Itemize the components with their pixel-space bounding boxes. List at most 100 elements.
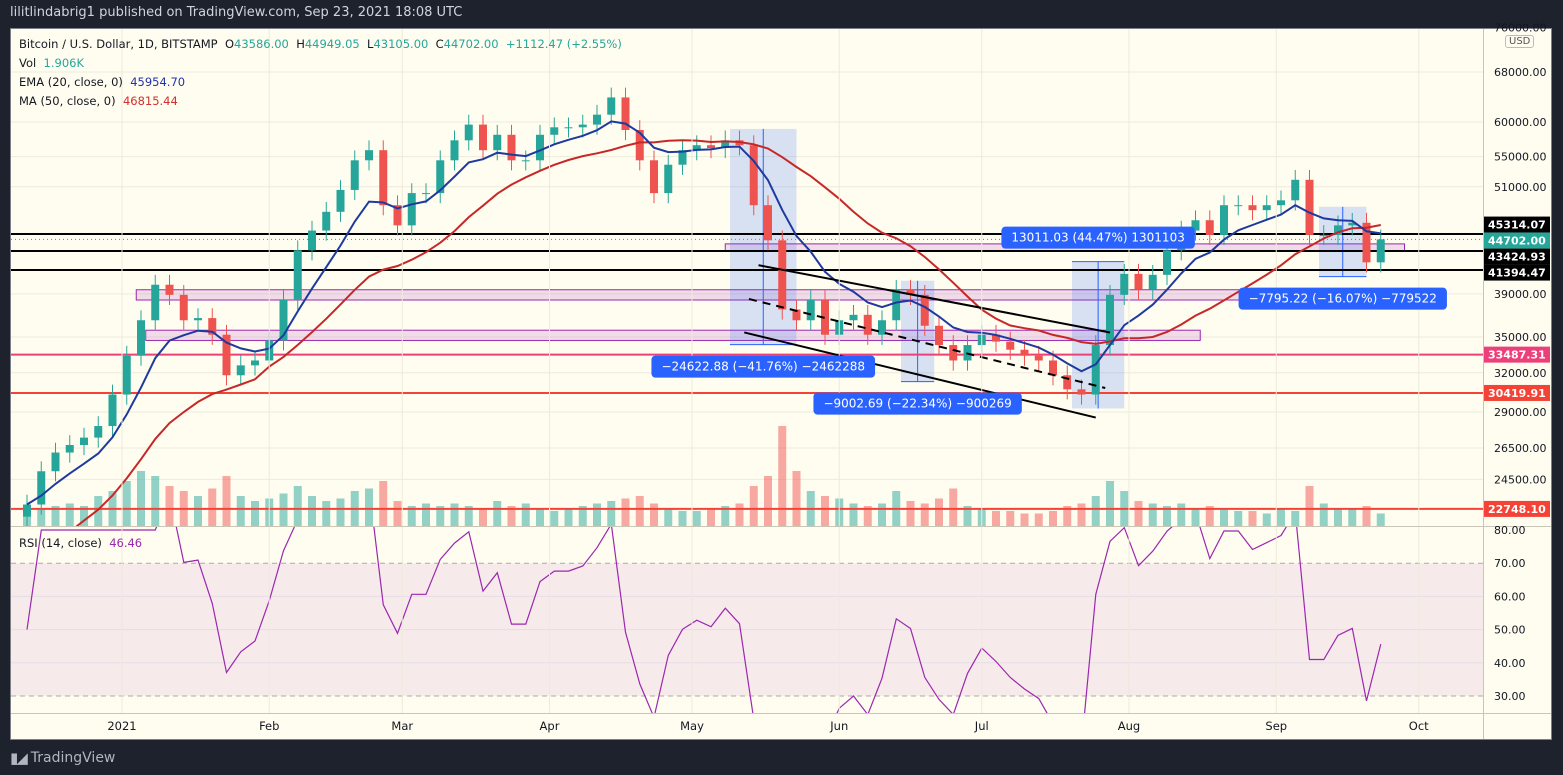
candle-body: [707, 145, 715, 149]
volume-bar: [1006, 511, 1015, 526]
volume-bar: [1049, 511, 1057, 526]
candle-body: [1191, 220, 1200, 231]
ema-row[interactable]: EMA (20, close, 0) 45954.70: [19, 75, 186, 89]
candle-body: [336, 189, 345, 212]
price-level-badge: [1484, 384, 1550, 401]
volume-bar: [122, 481, 131, 526]
measure-label-text: 13011.03 (44.47%) 1301103: [1011, 231, 1184, 245]
rsi-tick-label: 60.00: [1494, 590, 1526, 603]
volume-bar: [393, 501, 402, 526]
price-tick-label: 26500.00: [1494, 442, 1547, 455]
volume-bar: [293, 486, 302, 526]
volume-bar: [222, 476, 231, 526]
volume-bar: [821, 496, 829, 526]
volume-bar: [1163, 506, 1171, 526]
candle-body: [236, 365, 245, 376]
volume-bar: [450, 503, 459, 526]
volume-bar: [422, 503, 430, 526]
ma-row[interactable]: MA (50, close, 0) 46815.44: [19, 94, 178, 108]
measure-label-text: −7795.22 (−16.07%) −779522: [1249, 292, 1437, 306]
price-tick-label: 68000.00: [1494, 66, 1547, 79]
volume-bar: [764, 476, 772, 526]
volume-bar: [1262, 513, 1271, 526]
change-value: +1112.47 (+2.55%): [505, 37, 622, 51]
volume-bar: [1248, 511, 1257, 526]
candle-body: [1220, 205, 1228, 235]
candle-body: [935, 325, 943, 346]
time-tick-label: Aug: [1118, 719, 1140, 733]
candle-body: [821, 300, 829, 335]
ema-value: 45954.70: [130, 75, 186, 89]
time-tick-label: Sep: [1265, 719, 1287, 733]
volume-bar: [593, 503, 601, 526]
candle-body: [365, 150, 373, 161]
symbol-row: Bitcoin / U.S. Dollar, 1D, BITSTAMP O435…: [19, 37, 622, 51]
trendline: [758, 264, 1111, 334]
candle-body: [1362, 222, 1371, 263]
candle-body: [322, 211, 331, 231]
support-zone: [145, 329, 1201, 341]
volume-bar: [678, 511, 687, 526]
volume-bar: [479, 508, 487, 526]
candle-body: [1049, 360, 1057, 376]
tradingview-logo[interactable]: ▮◢ TradingView: [10, 749, 116, 767]
rsi-tick-label: 30.00: [1494, 690, 1526, 703]
volume-row[interactable]: Vol 1.906K: [19, 56, 84, 70]
volume-bar: [1277, 508, 1285, 526]
volume-bar: [878, 503, 886, 526]
volume-bar: [992, 511, 1000, 526]
volume-bar: [1106, 481, 1114, 526]
candle-body: [650, 160, 658, 194]
price-tick-label: 24500.00: [1494, 473, 1547, 486]
volume-bar: [194, 496, 202, 526]
volume-bar: [749, 486, 758, 526]
symbol-name[interactable]: Bitcoin / U.S. Dollar, 1D, BITSTAMP: [19, 37, 218, 51]
volume-bar: [664, 508, 673, 526]
candle-body: [1234, 205, 1243, 207]
price-tick-label: 55000.00: [1494, 151, 1547, 164]
volume-bar: [707, 508, 715, 526]
currency-badge[interactable]: USD: [1505, 35, 1535, 48]
volume-bar: [1291, 511, 1300, 526]
price-level-badge: [1484, 264, 1550, 281]
volume-bar: [778, 426, 787, 526]
price-tick-label: 29000.00: [1494, 406, 1547, 419]
chart-panel[interactable]: [10, 28, 1552, 740]
candle-body: [436, 160, 445, 194]
volume-bar: [721, 506, 730, 526]
close-value: 44702.00: [443, 37, 499, 51]
price-level-badge-text: 22748.10: [1488, 503, 1546, 516]
volume-bar: [1034, 513, 1043, 526]
volume-bar: [536, 508, 544, 526]
volume-bar: [407, 506, 416, 526]
candle-body: [1148, 274, 1157, 290]
volume-bar: [735, 503, 744, 526]
volume-bar: [336, 498, 345, 526]
volume-bar: [635, 496, 644, 526]
time-tick-label: Jul: [974, 719, 989, 733]
candle-body: [906, 289, 915, 295]
volume-bar: [521, 503, 530, 526]
volume-bar: [137, 471, 145, 526]
candle-body: [1034, 355, 1043, 361]
measure-label: 13011.03 (44.47%) 1301103: [1001, 226, 1195, 249]
volume-bar: [308, 496, 316, 526]
price-level-badge: [1484, 346, 1550, 363]
volume-bar: [1020, 513, 1029, 526]
candle-body: [137, 320, 145, 356]
candle-body: [607, 97, 616, 115]
price-level-badge: [1484, 216, 1550, 233]
logo-mark-icon: ▮◢: [10, 749, 28, 767]
candle-body: [350, 160, 359, 190]
rsi-legend[interactable]: RSI (14, close) 46.46: [19, 536, 143, 550]
price-tick-label: 76000.00: [1494, 22, 1547, 35]
candle-body: [308, 230, 316, 251]
low-value: 43105.00: [373, 37, 429, 51]
price-tick-label: 60000.00: [1494, 116, 1547, 129]
volume-bar: [322, 501, 331, 526]
volume-bar: [1134, 501, 1143, 526]
candle-body: [493, 134, 502, 151]
measure-label-text: −24622.88 (−41.76%) −2462288: [661, 360, 865, 374]
candle-body: [1334, 225, 1342, 235]
